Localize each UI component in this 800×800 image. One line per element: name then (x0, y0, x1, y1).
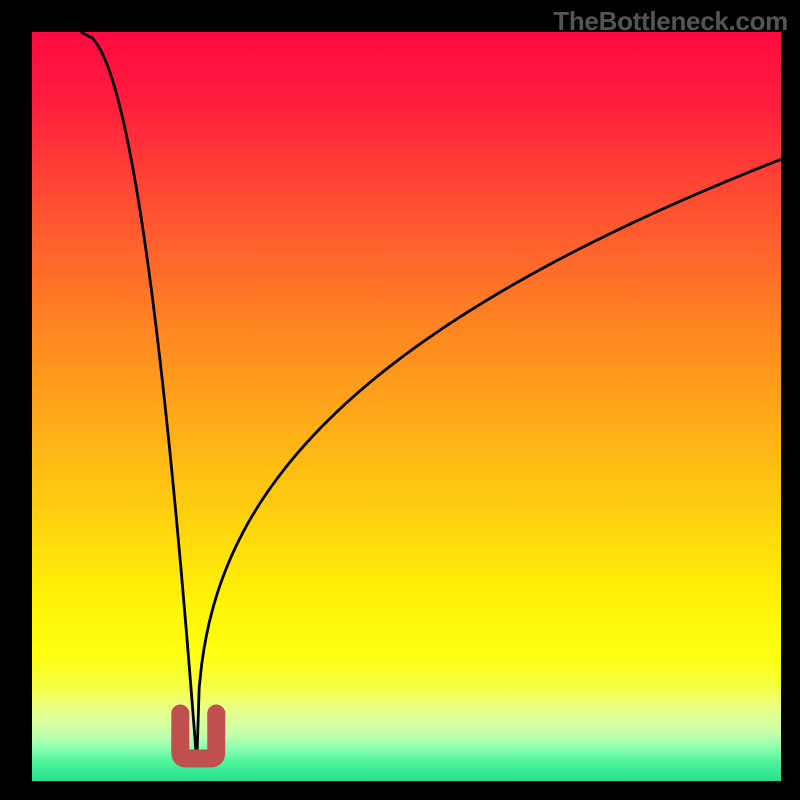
watermark-text: TheBottleneck.com (553, 6, 788, 37)
bottleneck-chart (32, 32, 781, 781)
chart-background (32, 32, 781, 781)
chart-container: TheBottleneck.com (0, 0, 800, 800)
dip-marker-cap-left (171, 705, 189, 723)
dip-marker-cap-right (207, 705, 225, 723)
